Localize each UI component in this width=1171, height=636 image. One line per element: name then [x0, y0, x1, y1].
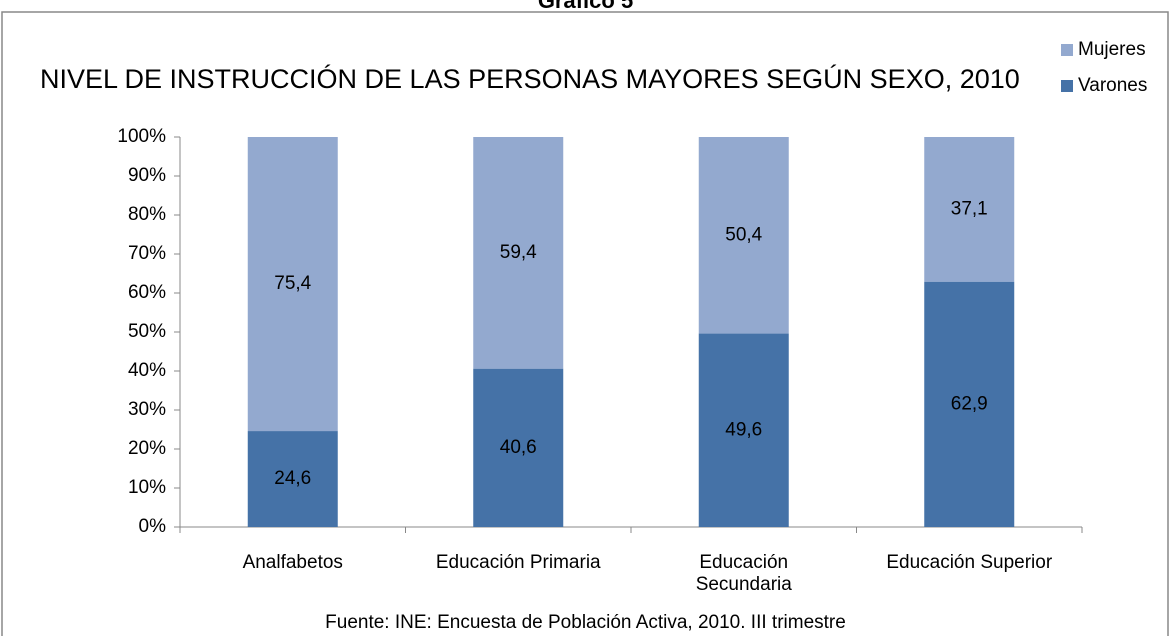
bar-segment — [473, 137, 564, 369]
x-tick-label: Analfabetos — [242, 552, 343, 573]
x-tick-label: Educación Secundaria — [695, 552, 792, 595]
y-tick-label: 70% — [128, 243, 166, 264]
bar-segment — [698, 333, 789, 527]
source-note: Fuente: INE: Encuesta de Población Activ… — [325, 612, 846, 633]
bar-segment — [247, 137, 338, 432]
y-tick-label: 90% — [128, 165, 166, 186]
value-label: 24,6 — [274, 468, 311, 489]
legend-label: Mujeres — [1078, 39, 1146, 60]
y-tick-label: 100% — [117, 126, 166, 147]
value-label: 59,4 — [500, 242, 537, 263]
value-label: 62,9 — [951, 393, 988, 414]
page-header: Gráfico 5 — [537, 0, 634, 13]
y-tick-label: 0% — [139, 516, 167, 537]
y-tick-label: 10% — [128, 477, 166, 498]
value-label: 37,1 — [951, 198, 988, 219]
legend-swatch — [1061, 80, 1073, 92]
bar-segment — [473, 368, 564, 527]
x-tick-label: Educación Primaria — [435, 552, 601, 573]
legend-label: Varones — [1078, 75, 1147, 96]
y-tick-label: 80% — [128, 204, 166, 225]
y-tick-label: 60% — [128, 282, 166, 303]
value-label: 49,6 — [725, 419, 762, 440]
legend-swatch — [1061, 44, 1073, 56]
bar-segment — [698, 137, 789, 334]
y-tick-label: 20% — [128, 438, 166, 459]
value-label: 40,6 — [500, 437, 537, 458]
y-tick-label: 30% — [128, 399, 166, 420]
y-tick-label: 40% — [128, 360, 166, 381]
value-label: 75,4 — [274, 273, 311, 294]
x-tick-label: Educación Superior — [886, 552, 1053, 573]
bar-segment — [247, 431, 338, 527]
value-label: 50,4 — [725, 224, 762, 245]
y-tick-label: 50% — [128, 321, 166, 342]
bar-segment — [924, 281, 1015, 527]
bar-segment — [924, 137, 1015, 282]
chart-title: NIVEL DE INSTRUCCIÓN DE LAS PERSONAS MAY… — [40, 64, 1020, 94]
